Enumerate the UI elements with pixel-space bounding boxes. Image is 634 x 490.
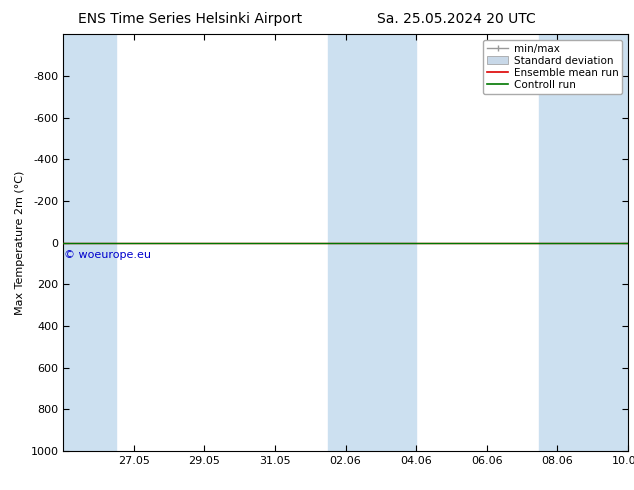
Text: Sa. 25.05.2024 20 UTC: Sa. 25.05.2024 20 UTC bbox=[377, 12, 536, 26]
Bar bbox=[63, 34, 116, 451]
Legend: min/max, Standard deviation, Ensemble mean run, Controll run: min/max, Standard deviation, Ensemble me… bbox=[483, 40, 623, 94]
Y-axis label: Max Temperature 2m (°C): Max Temperature 2m (°C) bbox=[15, 171, 25, 315]
Bar bbox=[540, 34, 628, 451]
Text: ENS Time Series Helsinki Airport: ENS Time Series Helsinki Airport bbox=[78, 12, 302, 26]
Bar bbox=[328, 34, 416, 451]
Text: © woeurope.eu: © woeurope.eu bbox=[64, 250, 151, 260]
